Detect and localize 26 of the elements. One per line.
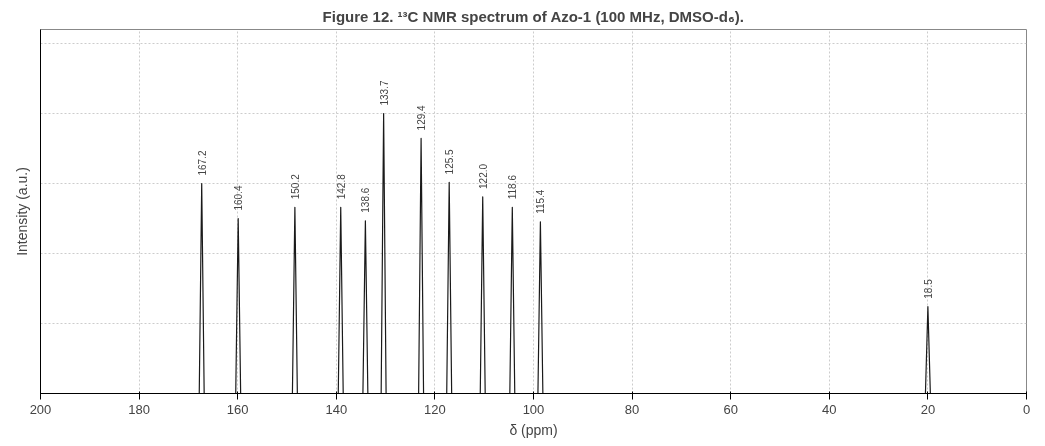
annotation: 167.2 xyxy=(196,150,208,176)
annotation: 125.5 xyxy=(444,148,456,175)
annotation: 118.6 xyxy=(507,174,519,200)
annotation: 18.5 xyxy=(922,278,934,299)
x-tick-label: 100 xyxy=(522,401,545,417)
annotation: 138.6 xyxy=(360,187,372,213)
x-tick-label: 60 xyxy=(723,401,738,417)
annotation: 160.4 xyxy=(233,185,245,211)
annotation: 122.0 xyxy=(477,163,489,189)
x-tick-label: 120 xyxy=(424,401,446,417)
x-tick-label: 40 xyxy=(822,401,837,417)
annotation: 150.2 xyxy=(289,173,301,200)
x-tick-label: 200 xyxy=(29,401,52,417)
x-tick-label: 0 xyxy=(1022,401,1031,417)
x-tick-label: 160 xyxy=(226,401,249,417)
annotation: 115.4 xyxy=(535,189,547,214)
annotation: 129.4 xyxy=(416,104,428,131)
y-axis-title: Intensity (a.u.) xyxy=(13,167,30,256)
x-tick-label: 180 xyxy=(128,401,150,417)
annotation: 133.7 xyxy=(378,80,390,106)
chart-title: Figure 12. ¹³C NMR spectrum of Azo-1 (100 MHz, DMSO-d₆). xyxy=(322,7,744,25)
x-axis-title: δ (ppm) xyxy=(509,421,558,438)
x-tick-label: 20 xyxy=(920,401,936,417)
x-tick-label: 80 xyxy=(624,401,640,417)
x-tick-label: 140 xyxy=(325,401,348,417)
annotation: 142.8 xyxy=(335,173,347,200)
